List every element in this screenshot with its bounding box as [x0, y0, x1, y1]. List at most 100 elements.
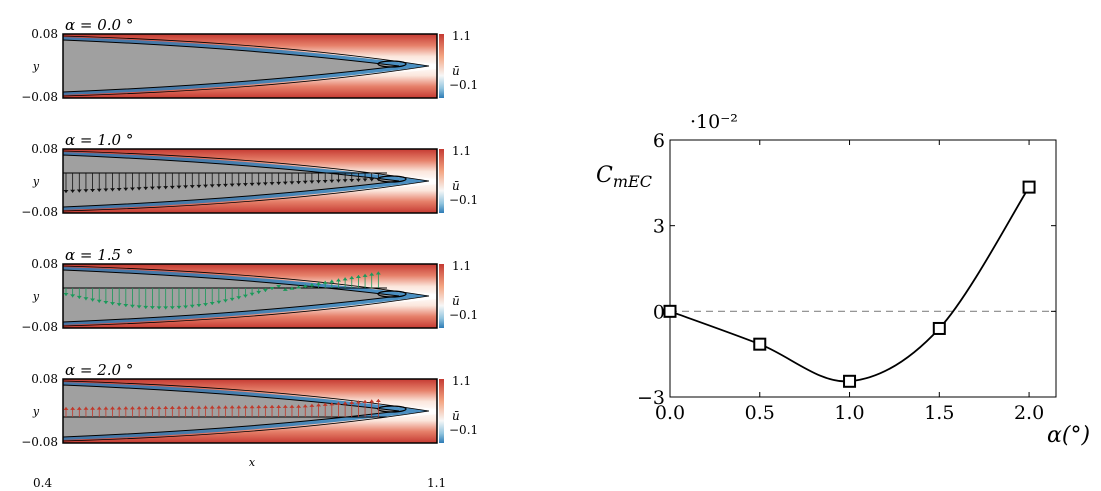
x-tick-label: 0.0 — [655, 402, 685, 424]
arrow-head — [136, 406, 142, 410]
colorbar-max: 1.1 — [452, 374, 471, 388]
y-axis-label: y — [32, 405, 40, 418]
arrow-head — [169, 405, 175, 409]
flow-panel-0: α = 0.0 ° 0.08 −0.08 y 1.1 ū−0.1 — [21, 16, 478, 104]
ytick-bottom: −0.08 — [21, 90, 58, 104]
ytick-top: 0.08 — [31, 27, 58, 41]
arrow-head — [83, 189, 89, 193]
arrow-head — [249, 182, 255, 186]
arrow-head — [90, 406, 96, 410]
x-axis-label: α(°) — [1047, 423, 1090, 448]
contour-upper — [62, 380, 430, 412]
arrow-head — [242, 405, 248, 409]
arrow-head — [309, 403, 315, 407]
arrow-head — [156, 186, 162, 190]
arrow-head — [256, 290, 262, 294]
y-tick-label: 0 — [653, 301, 665, 323]
ytick-bottom: −0.08 — [21, 435, 58, 449]
arrow-head — [296, 404, 302, 408]
arrow-head — [335, 278, 341, 282]
arrow-head — [269, 287, 275, 291]
arrow-head — [203, 184, 209, 188]
arrow-head — [203, 405, 209, 409]
arrow-head — [76, 189, 82, 193]
panel-frame — [62, 148, 438, 214]
arrow-head — [189, 304, 195, 308]
x-tick-label: 2.0 — [1014, 402, 1044, 424]
arrow-head — [209, 184, 215, 188]
colorbar-min: −0.1 — [449, 78, 478, 92]
arrow-head — [375, 271, 381, 275]
arrow-head — [96, 188, 102, 192]
arrow-head — [342, 277, 348, 281]
arrow-head — [256, 182, 262, 186]
arrow-head — [123, 187, 129, 191]
arrow-head — [70, 189, 76, 193]
arrow-head — [103, 188, 109, 192]
panel-title: α = 2.0 ° — [65, 361, 133, 379]
arrow-head — [282, 287, 288, 291]
arrow-head — [276, 285, 282, 289]
arrow-head — [309, 283, 315, 287]
panel-frame — [62, 33, 438, 99]
arrow-head — [282, 181, 288, 185]
panel-title: α = 1.5 ° — [65, 246, 133, 264]
ytick-top: 0.08 — [31, 142, 58, 156]
arrow-head — [316, 403, 322, 407]
colorbar-min: −0.1 — [449, 193, 478, 207]
arrow-head — [203, 303, 209, 307]
ytick-top: 0.08 — [31, 257, 58, 271]
colorbar-max: 1.1 — [452, 259, 471, 273]
arrow-head — [342, 179, 348, 183]
arrow-head — [176, 185, 182, 189]
arrow-head — [242, 183, 248, 187]
arrow-head — [209, 405, 215, 409]
data-point — [932, 321, 946, 335]
y-axis-label: y — [32, 60, 40, 73]
arrow-head — [335, 179, 341, 183]
arrow-head — [223, 183, 228, 187]
y-label-main: C — [596, 163, 613, 188]
colorbar — [439, 34, 444, 98]
arrow-head — [229, 405, 235, 409]
arrow-head — [90, 188, 96, 192]
arrow-head — [223, 299, 228, 303]
arrow-head — [289, 286, 295, 290]
arrow-head — [76, 406, 82, 410]
arrow-head — [123, 303, 129, 307]
colorbar-max: 1.1 — [452, 144, 471, 158]
y-tick-label: 6 — [653, 130, 665, 152]
arrow-head — [209, 301, 215, 305]
arrow-head — [63, 293, 69, 296]
airfoil-body — [62, 39, 400, 93]
arrow-head — [189, 405, 195, 409]
arrow-head — [322, 402, 328, 406]
arrow-head — [136, 187, 142, 191]
xtick-left: 0.4 — [33, 476, 52, 490]
arrow-head — [189, 185, 195, 189]
colorbar-label: ū — [452, 409, 460, 423]
arrow-head — [229, 183, 235, 187]
arrow-head — [249, 292, 255, 296]
arrow-head — [369, 272, 375, 276]
panel-frame — [62, 378, 438, 444]
arrow-head — [229, 297, 235, 301]
arrow-head — [116, 187, 122, 191]
colorbar — [439, 379, 444, 443]
colorbar-label: ū — [452, 64, 460, 78]
arrow-head — [163, 186, 169, 190]
arrow-head — [276, 181, 282, 185]
arrow-head — [329, 402, 335, 406]
arrow-head — [322, 280, 328, 284]
arrow-head — [369, 399, 375, 403]
flow-panel-2: α = 1.5 ° 0.08 −0.08 y 1.1 ū−0.1 — [21, 246, 478, 334]
flow-panel-1: α = 1.0 ° 0.08 −0.08 y 1.1 ū−0.1 — [21, 131, 478, 219]
arrow-head — [183, 305, 189, 309]
colorbar-min: −0.1 — [449, 308, 478, 322]
panel-title: α = 0.0 ° — [65, 16, 133, 34]
colorbar-min: −0.1 — [449, 423, 478, 437]
arrow-head — [110, 302, 116, 306]
arrow-head — [143, 406, 149, 410]
arrow-head — [90, 298, 96, 302]
